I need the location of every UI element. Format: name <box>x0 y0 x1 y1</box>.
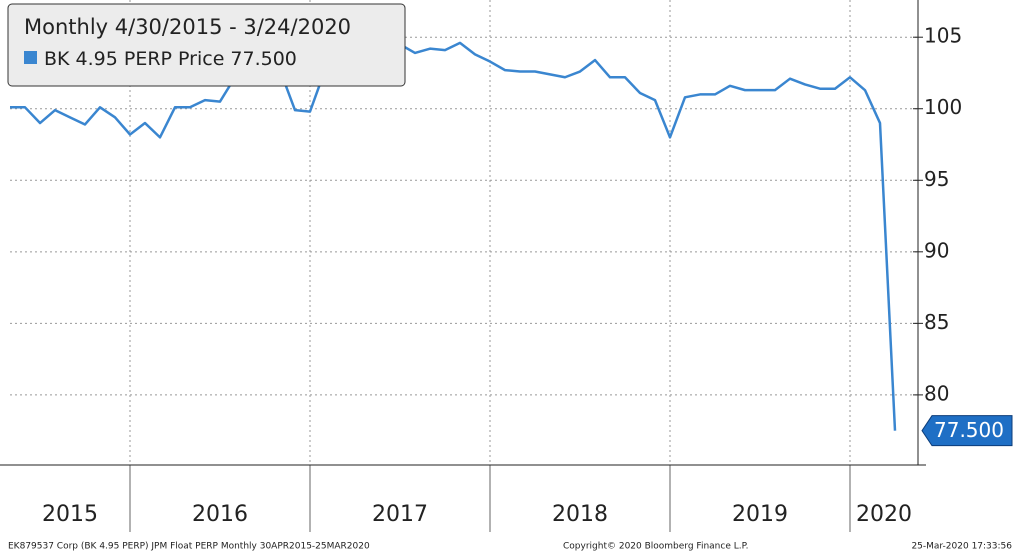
y-tick-label: 105 <box>924 24 962 48</box>
footer-text: Copyright© 2020 Bloomberg Finance L.P. <box>563 542 748 552</box>
y-tick-label: 85 <box>924 310 949 334</box>
legend-box <box>7 3 406 87</box>
chart-title: Monthly 4/30/2015 - 3/24/2020 <box>24 15 351 39</box>
y-tick-label: 90 <box>924 238 949 262</box>
y-tick-label: 80 <box>924 381 949 405</box>
x-tick-label: 2020 <box>856 502 912 527</box>
x-tick-label: 2019 <box>732 502 788 527</box>
legend-name: BK 4.95 PERP Price <box>44 48 224 70</box>
legend-value: 77.500 <box>230 48 296 70</box>
value-label: 77.500 <box>934 418 1004 442</box>
x-tick-label: 2015 <box>42 502 98 527</box>
y-tick-label: 95 <box>924 167 949 191</box>
x-tick-label: 2017 <box>372 502 428 527</box>
price-line <box>10 41 897 431</box>
y-tick-label: 100 <box>924 95 962 119</box>
footer-text: 25-Mar-2020 17:33:56 <box>911 542 1012 552</box>
footer-text: EK879537 Corp (BK 4.95 PERP) JPM Float P… <box>8 542 370 552</box>
x-tick-label: 2018 <box>552 502 608 527</box>
legend-entry: BK 4.95 PERP Price 77.500 <box>44 48 297 70</box>
x-tick-label: 2016 <box>192 502 248 527</box>
legend-swatch <box>24 51 37 64</box>
plot: 80 85 90 95 100 105 2015 2016 2017 2018 2019 2020 77… <box>0 0 1013 532</box>
legend: Monthly 4/30/2015 - 3/24/2020 BK 4.95 PE… <box>7 3 406 87</box>
value-callout <box>921 415 1013 447</box>
